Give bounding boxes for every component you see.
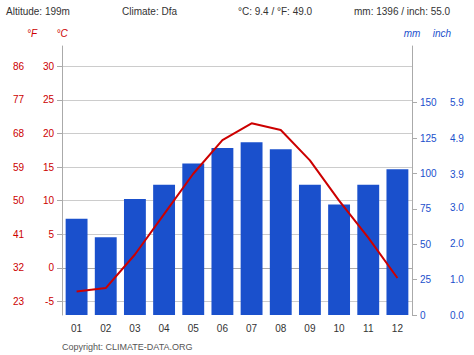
svg-text:32: 32 (13, 262, 25, 273)
svg-text:25: 25 (43, 94, 55, 105)
svg-text:03: 03 (129, 323, 141, 334)
svg-text:05: 05 (188, 323, 200, 334)
svg-text:Climate: Dfa: Climate: Dfa (122, 6, 177, 17)
svg-text:77: 77 (13, 94, 25, 105)
svg-text:68: 68 (13, 128, 25, 139)
svg-text:10: 10 (43, 195, 55, 206)
svg-text:23: 23 (13, 296, 25, 307)
svg-text:06: 06 (217, 323, 229, 334)
svg-text:3.9: 3.9 (450, 169, 464, 180)
svg-text:1.0: 1.0 (450, 274, 464, 285)
svg-text:10: 10 (334, 323, 346, 334)
svg-text:50: 50 (420, 239, 432, 250)
svg-text:12: 12 (392, 323, 404, 334)
svg-text:150: 150 (420, 97, 437, 108)
svg-text:25: 25 (420, 274, 432, 285)
svg-text:°C: °C (56, 28, 68, 39)
svg-text:Copyright: CLIMATE-DATA.ORG: Copyright: CLIMATE-DATA.ORG (62, 342, 193, 352)
svg-text:59: 59 (13, 162, 25, 173)
svg-text:0: 0 (420, 310, 426, 321)
svg-text:30: 30 (43, 61, 55, 72)
svg-text:2.0: 2.0 (450, 238, 464, 249)
svg-text:20: 20 (43, 128, 55, 139)
svg-text:09: 09 (304, 323, 316, 334)
svg-text:75: 75 (420, 203, 432, 214)
svg-text:-5: -5 (45, 296, 54, 307)
svg-text:Altitude: 199m: Altitude: 199m (6, 6, 70, 17)
svg-text:07: 07 (246, 323, 258, 334)
svg-text:08: 08 (275, 323, 287, 334)
svg-text:°F: °F (27, 28, 38, 39)
svg-text:5: 5 (48, 229, 54, 240)
svg-text:4.9: 4.9 (450, 133, 464, 144)
svg-text:100: 100 (420, 168, 437, 179)
svg-text:5.9: 5.9 (450, 97, 464, 108)
svg-text:mm: mm (404, 28, 421, 39)
svg-text:°C: 9.4 / °F: 49.0: °C: 9.4 / °F: 49.0 (238, 6, 313, 17)
svg-text:01: 01 (71, 323, 83, 334)
svg-text:86: 86 (13, 61, 25, 72)
svg-text:02: 02 (100, 323, 112, 334)
svg-text:50: 50 (13, 195, 25, 206)
svg-text:3.0: 3.0 (450, 202, 464, 213)
svg-text:inch: inch (433, 28, 452, 39)
svg-text:11: 11 (363, 323, 374, 334)
svg-text:mm: 1396 / inch: 55.0: mm: 1396 / inch: 55.0 (354, 6, 451, 17)
svg-text:15: 15 (43, 162, 55, 173)
svg-text:41: 41 (13, 229, 25, 240)
svg-text:0.0: 0.0 (450, 310, 464, 321)
svg-text:0: 0 (48, 262, 54, 273)
svg-text:04: 04 (159, 323, 171, 334)
svg-text:125: 125 (420, 133, 437, 144)
